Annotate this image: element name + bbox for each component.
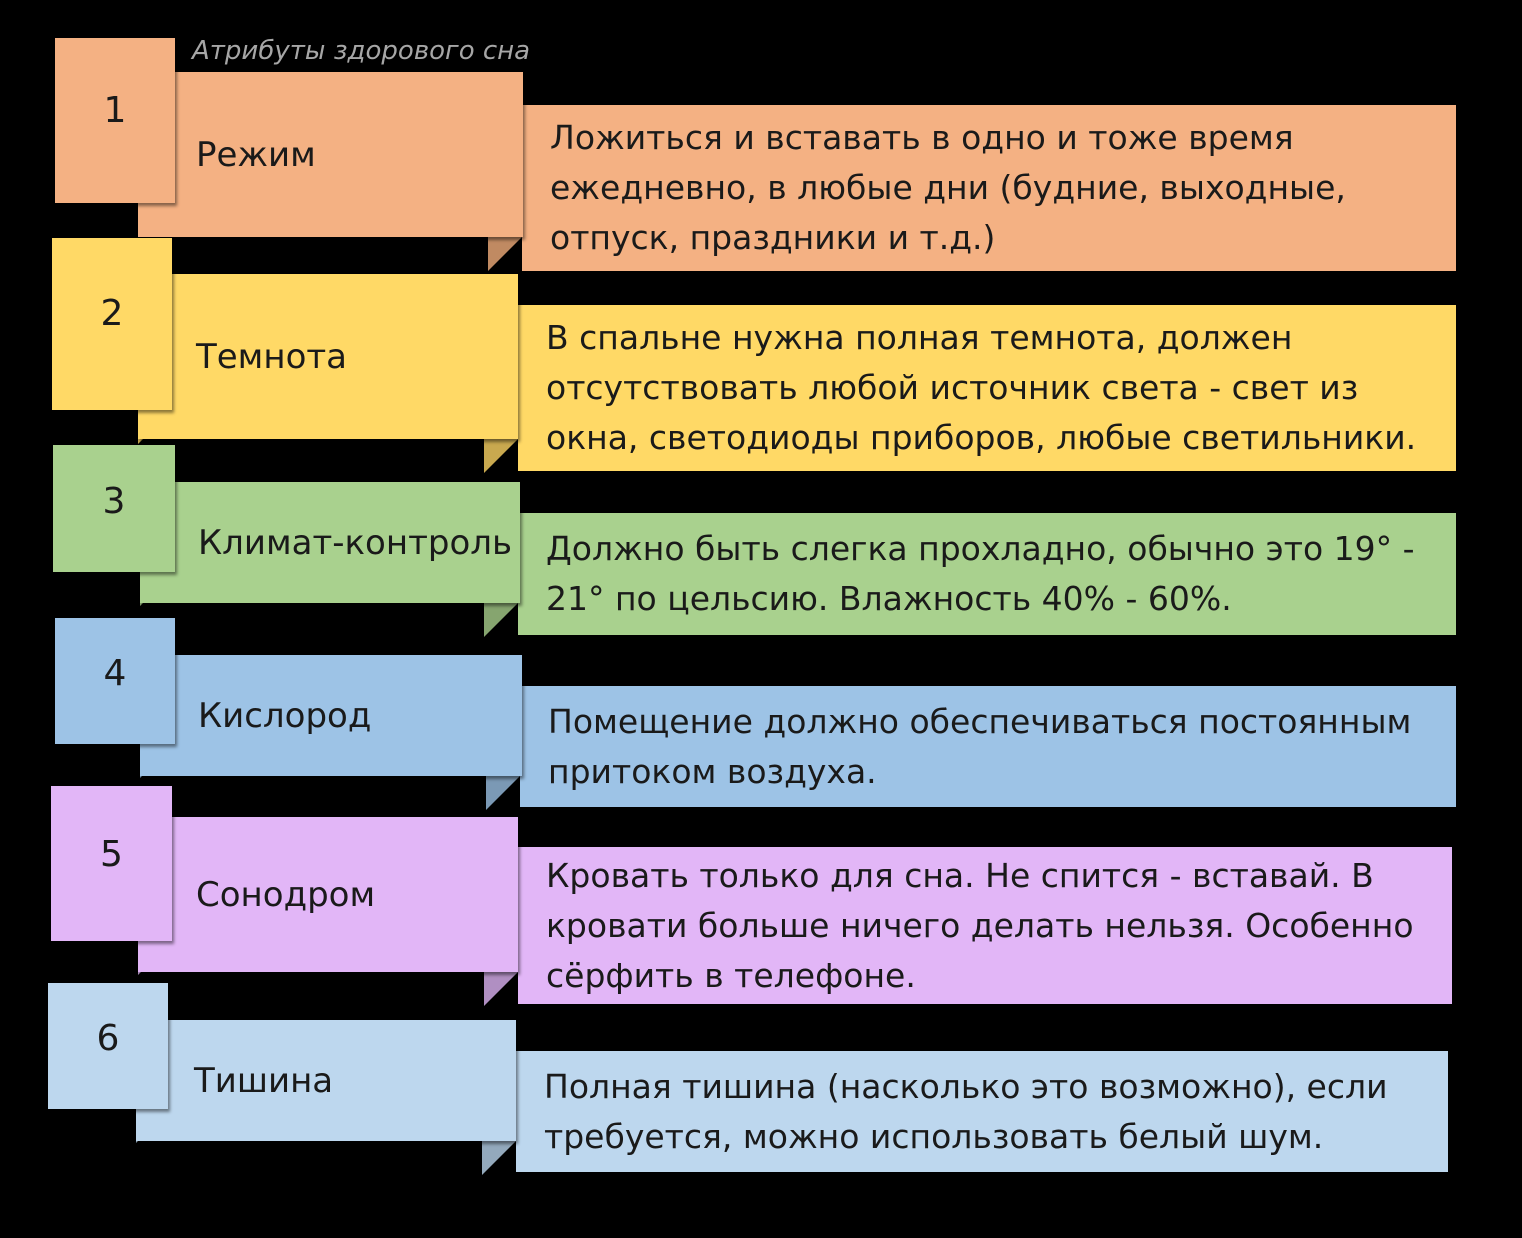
- ribbon-fold: [484, 437, 520, 473]
- attribute-label: Темнота: [196, 336, 348, 377]
- attribute-description: Помещение должно обеспечиваться постоянн…: [548, 701, 1412, 791]
- attribute-description: Ложиться и вставать в одно и тоже время …: [550, 118, 1346, 257]
- attribute-number-box: 6: [48, 983, 168, 1109]
- attribute-description-box: Ложиться и вставать в одно и тоже время …: [522, 105, 1456, 271]
- attribute-number-box: 4: [55, 618, 175, 744]
- attribute-number: 5: [100, 833, 123, 875]
- attribute-description: Кровать только для сна. Не спится - вста…: [546, 855, 1414, 995]
- ribbon-fold: [488, 235, 524, 271]
- attribute-number: 3: [102, 480, 126, 522]
- attribute-description: В спальне нужна полная темнота, должен о…: [546, 318, 1417, 457]
- attribute-label-box: Режим: [138, 72, 523, 237]
- attribute-number-box: 5: [51, 786, 172, 941]
- attribute-number: 4: [103, 653, 127, 694]
- attribute-description-box: Помещение должно обеспечиваться постоянн…: [520, 686, 1456, 807]
- attribute-label: Режим: [196, 134, 316, 175]
- attribute-description-box: Полная тишина (насколько это возможно), …: [516, 1051, 1448, 1172]
- ribbon-fold: [482, 1139, 518, 1175]
- attribute-label: Климат-контроль: [198, 522, 513, 563]
- ribbon-fold: [484, 601, 520, 637]
- attribute-label: Кислород: [198, 695, 372, 736]
- attribute-number: 1: [103, 90, 127, 131]
- attribute-label-box: Темнота: [138, 274, 518, 439]
- attribute-description-box: В спальне нужна полная темнота, должен о…: [518, 305, 1456, 471]
- attribute-number: 2: [100, 293, 124, 334]
- attribute-number-box: 3: [53, 445, 175, 572]
- attribute-number-box: 1: [55, 38, 175, 203]
- attribute-description: Должно быть слегка прохладно, обычно это…: [546, 529, 1415, 618]
- ribbon-fold: [486, 774, 522, 810]
- attribute-number: 6: [96, 1018, 120, 1059]
- attribute-description-box: Должно быть слегка прохладно, обычно это…: [518, 513, 1456, 635]
- attribute-number-box: 2: [52, 238, 172, 410]
- attribute-label: Сонодром: [196, 874, 376, 915]
- ribbon-fold: [484, 970, 520, 1006]
- attribute-description-box: Кровать только для сна. Не спится - вста…: [518, 847, 1452, 1004]
- attribute-label: Тишина: [194, 1060, 334, 1101]
- attribute-description: Полная тишина (насколько это возможно), …: [544, 1066, 1388, 1156]
- attribute-label-box: Тишина: [136, 1020, 516, 1141]
- attribute-label-box: Климат-контроль: [140, 482, 520, 603]
- attribute-label-box: Сонодром: [138, 817, 518, 972]
- diagram-title: Атрибуты здорового сна: [192, 36, 531, 66]
- attribute-label-box: Кислород: [140, 655, 522, 776]
